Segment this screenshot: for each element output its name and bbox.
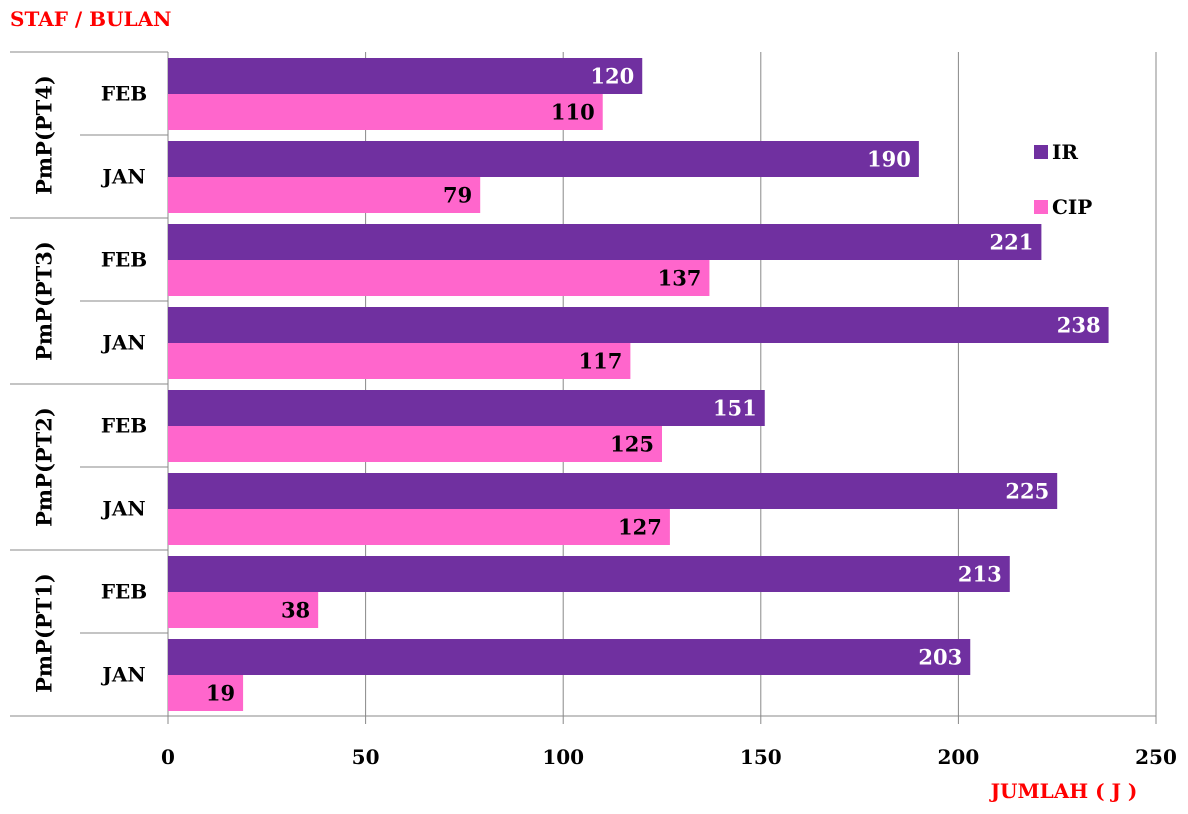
bar-ir <box>168 141 919 177</box>
bar-ir <box>168 473 1057 509</box>
bar-ir <box>168 224 1041 260</box>
legend: IR CIP <box>1034 140 1092 219</box>
data-label-ir: 221 <box>990 230 1034 255</box>
bar-ir <box>168 556 1010 592</box>
bar-ir <box>168 307 1109 343</box>
data-label-ir: 225 <box>1005 479 1049 504</box>
bar-ir <box>168 639 970 675</box>
data-label-ir: 190 <box>867 147 911 172</box>
legend-label-cip: CIP <box>1052 195 1092 219</box>
data-label-ir: 120 <box>590 64 634 89</box>
x-tick-label: 100 <box>542 745 584 769</box>
bar-ir <box>168 58 642 94</box>
bar-cip <box>168 94 603 130</box>
legend-label-ir: IR <box>1052 140 1078 164</box>
bar-cip <box>168 509 670 545</box>
legend-swatch-cip <box>1034 200 1048 214</box>
data-label-cip: 125 <box>610 432 654 457</box>
data-label-cip: 137 <box>658 266 702 291</box>
month-label: JAN <box>100 663 145 687</box>
month-label: FEB <box>101 82 147 106</box>
month-label: FEB <box>101 580 147 604</box>
data-label-cip: 127 <box>618 515 662 540</box>
data-label-cip: 19 <box>206 681 235 706</box>
bars: 120 110 190 79 221 137 238 117 151 125 225 127 213 38… <box>168 58 1109 711</box>
x-tick-label: 150 <box>740 745 782 769</box>
x-tick-label: 200 <box>938 745 980 769</box>
bar-ir <box>168 390 765 426</box>
data-label-cip: 117 <box>579 349 623 374</box>
bar-cip <box>168 260 709 296</box>
month-label: JAN <box>100 165 145 189</box>
bar-cip <box>168 177 480 213</box>
data-label-ir: 213 <box>958 562 1002 587</box>
x-tick-label: 0 <box>161 745 175 769</box>
data-label-cip: 38 <box>281 598 310 623</box>
x-tick-label: 250 <box>1135 745 1177 769</box>
y-axis-title: STAF / BULAN <box>10 7 171 31</box>
month-label: FEB <box>101 414 147 438</box>
month-label: JAN <box>100 331 145 355</box>
group-label: PmP(PT2) <box>32 407 57 527</box>
x-axis-title: JUMLAH ( J ) <box>989 779 1138 803</box>
x-tick-label: 50 <box>352 745 380 769</box>
group-label: PmP(PT1) <box>32 573 57 693</box>
data-label-ir: 238 <box>1057 313 1101 338</box>
bar-cip <box>168 343 630 379</box>
x-tick-labels: 0 50 100 150 200 250 <box>161 745 1177 769</box>
bar-cip <box>168 426 662 462</box>
data-label-cip: 79 <box>443 183 472 208</box>
data-label-cip: 110 <box>551 100 595 125</box>
data-label-ir: 203 <box>918 645 962 670</box>
group-label: PmP(PT4) <box>32 75 57 195</box>
data-label-ir: 151 <box>713 396 757 421</box>
month-label: FEB <box>101 248 147 272</box>
group-label: PmP(PT3) <box>32 241 57 361</box>
month-label: JAN <box>100 497 145 521</box>
legend-swatch-ir <box>1034 145 1048 159</box>
